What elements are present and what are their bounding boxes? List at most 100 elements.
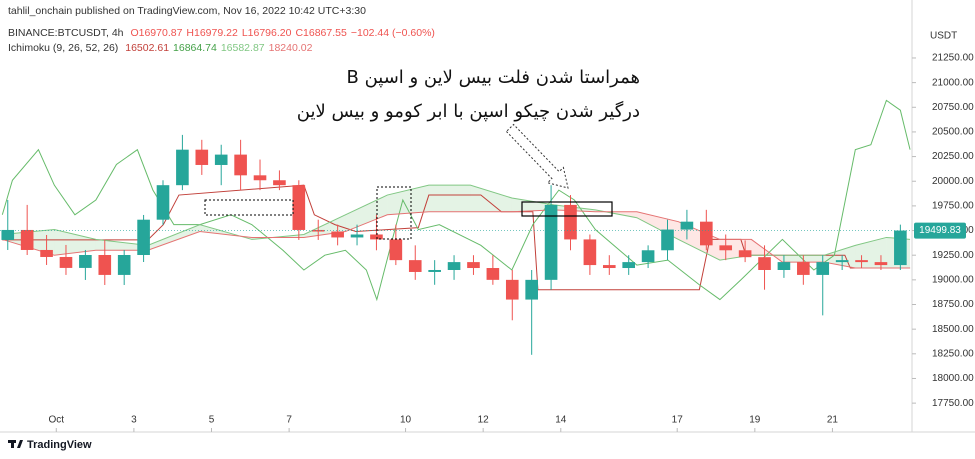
candle-body	[855, 260, 868, 263]
candle-body	[408, 260, 422, 272]
candle-body	[389, 239, 403, 261]
cloud	[345, 195, 388, 232]
candle-body	[98, 255, 112, 275]
indicator-value: 16502.61	[125, 42, 170, 54]
y-tick-label: 19000.00	[932, 274, 974, 285]
candle-body	[253, 175, 267, 181]
candle-body	[214, 154, 228, 165]
candle-body	[816, 262, 830, 275]
tv-logo	[8, 440, 23, 448]
arrow	[505, 123, 569, 189]
cloud	[428, 185, 471, 212]
x-tick-label: 10	[400, 415, 412, 426]
logo-part	[11, 440, 14, 448]
candle-body	[117, 255, 131, 275]
candle-body	[79, 255, 92, 268]
candle-body	[428, 269, 441, 272]
candle-body	[505, 279, 519, 300]
indicator-legend: Ichimoku (9, 26, 52, 26) 16502.61 16864.7…	[8, 42, 316, 54]
x-tick-label: 19	[749, 415, 761, 426]
indicator: Ichimoku (9, 26, 52, 26)	[8, 42, 119, 54]
candle-body	[176, 149, 189, 186]
y-tick-label: 21250.00	[932, 53, 974, 64]
candle-body	[700, 221, 713, 246]
last-price-label: 19499.83	[919, 225, 961, 236]
symbol-legend: BINANCE:BTCUSDT, 4h O16970.87 H16979.22 L1…	[8, 27, 439, 39]
y-tick-label: 20250.00	[932, 151, 974, 162]
candle-body	[525, 279, 538, 300]
logo-part	[17, 440, 23, 448]
candle-body	[59, 256, 73, 268]
candle-body	[20, 229, 34, 250]
highlight-box	[521, 201, 613, 217]
x-tick-label: 14	[555, 415, 567, 426]
y-tick-label: 17750.00	[932, 398, 974, 409]
candle-body	[156, 185, 170, 220]
x-tick-label: 12	[478, 415, 490, 426]
y-tick-label: 19750.00	[932, 201, 974, 212]
indicator-value: 16864.74	[173, 42, 217, 54]
indicator-line	[2, 209, 911, 269]
annotation: همراستا شدن فلت بیس لاین و اسپن B	[346, 67, 640, 88]
cloud	[147, 224, 200, 251]
candle-body	[447, 262, 461, 270]
ohlc-value: L16796.20	[241, 27, 292, 39]
candle-body	[835, 260, 849, 263]
y-tick-label: 19250.00	[932, 250, 974, 261]
candle-body	[370, 234, 383, 240]
indicator-value: 18240.02	[268, 42, 313, 54]
candle-body	[292, 185, 306, 230]
candle-body	[641, 250, 655, 263]
candle-body	[622, 262, 636, 269]
x-tick-label: 21	[827, 415, 839, 426]
x-tick-label: 3	[131, 415, 137, 426]
candle-body	[234, 154, 247, 176]
attribution-text: tahlil_onchain published on TradingView.…	[8, 5, 366, 17]
candle-body	[661, 229, 674, 251]
cloud	[470, 185, 512, 212]
candle-body	[680, 221, 694, 230]
ohlc-value: C16867.55	[295, 27, 347, 39]
candle-body	[331, 231, 344, 238]
ohlc-value: −102.44 (−0.60%)	[350, 27, 435, 39]
symbol: BINANCE:BTCUSDT, 4h	[8, 27, 124, 39]
candle-body	[467, 262, 480, 269]
candle-body	[719, 245, 733, 251]
candle-body	[40, 249, 53, 257]
y-tick-label: 20500.00	[932, 127, 974, 138]
candle-body	[137, 219, 150, 256]
y-axis-label: USDT	[930, 31, 957, 42]
candle-body	[1, 229, 15, 240]
y-tick-label: 18000.00	[932, 373, 974, 384]
x-tick-label: Oct	[48, 415, 64, 426]
candle-body	[195, 149, 209, 165]
candle-body	[797, 262, 810, 275]
candle-body	[758, 257, 771, 270]
indicator-line	[2, 184, 911, 291]
y-tick-label: 18500.00	[932, 324, 974, 335]
ohlc-value: H16979.22	[186, 27, 238, 39]
plot	[0, 99, 912, 355]
candle-body	[564, 204, 577, 240]
candle-body	[738, 250, 752, 258]
attribution: tahlil_onchain published on TradingView.…	[8, 5, 370, 17]
candle-body	[350, 234, 364, 238]
cloud	[54, 229, 96, 256]
brand: TradingView	[27, 439, 92, 451]
candle-body	[777, 262, 791, 270]
indicator-line	[2, 184, 911, 261]
candle-body	[544, 204, 558, 280]
ohlc-value: O16970.87	[130, 27, 183, 39]
last-price-box	[914, 222, 966, 239]
candle-body	[273, 180, 286, 186]
x-tick-label: 17	[672, 415, 684, 426]
y-tick-label: 18250.00	[932, 348, 974, 359]
cloud	[678, 221, 720, 261]
dotted-box	[376, 186, 412, 240]
y-tick-label: 20000.00	[932, 176, 974, 187]
cloud	[95, 239, 148, 251]
y-tick-label: 18750.00	[932, 299, 974, 310]
annotation: درگیر شدن چیکو اسپن با ابر کومو و بیس لا…	[297, 100, 640, 122]
